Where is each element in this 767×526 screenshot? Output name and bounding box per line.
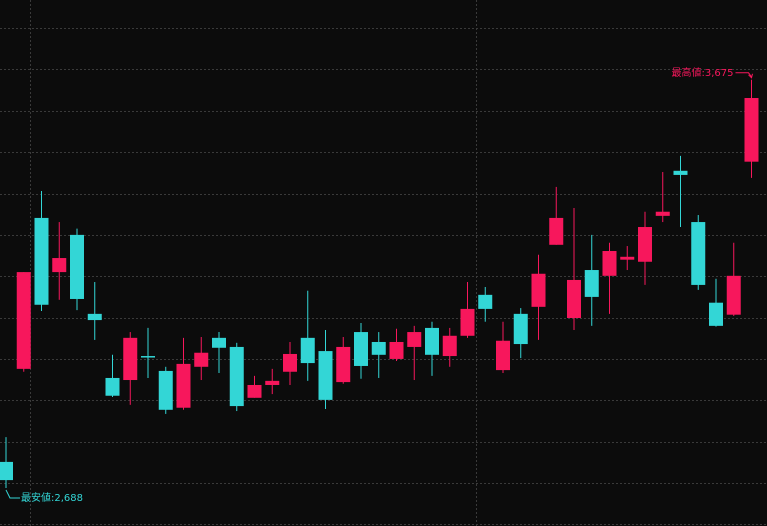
candle-body	[105, 377, 120, 396]
candle-body	[478, 294, 493, 309]
candle-body	[744, 98, 759, 162]
candle-body	[176, 363, 191, 408]
candle-body	[265, 380, 280, 385]
candle-body	[549, 217, 564, 245]
candle-body	[389, 341, 404, 359]
candle-body	[567, 279, 581, 318]
candle-body	[123, 337, 138, 381]
annotation-arrow	[5, 489, 20, 499]
candle-body	[496, 340, 510, 371]
candle-body	[673, 170, 688, 175]
candle-body	[655, 211, 670, 216]
candle-body	[442, 335, 457, 357]
annotation-arrow	[735, 72, 752, 78]
annotation-arrowhead	[748, 73, 753, 79]
candle-body	[52, 258, 67, 273]
candle-body	[531, 273, 546, 307]
candle-body	[194, 352, 209, 367]
candle-body	[0, 461, 13, 481]
candle-body	[318, 351, 333, 400]
candle-body	[691, 222, 706, 285]
candle-body	[620, 256, 635, 260]
annotation-label: 最安値:2,688	[21, 491, 83, 504]
candle-body	[16, 272, 31, 369]
candle-body	[158, 370, 173, 410]
candle-body	[584, 270, 599, 297]
candle-body	[283, 353, 297, 372]
candle-body	[336, 346, 351, 383]
candle-body	[726, 275, 741, 315]
candle-body	[212, 337, 226, 348]
candle-body	[460, 308, 475, 336]
candle-body	[229, 346, 244, 407]
candle-body	[300, 337, 315, 364]
candle-body	[141, 356, 155, 358]
candle-body	[34, 217, 49, 305]
candle-body	[354, 332, 368, 366]
candle-body	[247, 384, 262, 398]
candle-body	[70, 234, 84, 299]
candle-body	[407, 332, 422, 347]
candle-body	[87, 313, 102, 321]
candle-body	[709, 302, 723, 326]
candle-body	[513, 313, 528, 345]
candle-body	[425, 327, 439, 355]
candle-body	[371, 341, 386, 355]
candle-body	[602, 251, 617, 276]
candle-body	[638, 227, 652, 262]
annotation-label: 最高値:3,675	[672, 66, 734, 79]
